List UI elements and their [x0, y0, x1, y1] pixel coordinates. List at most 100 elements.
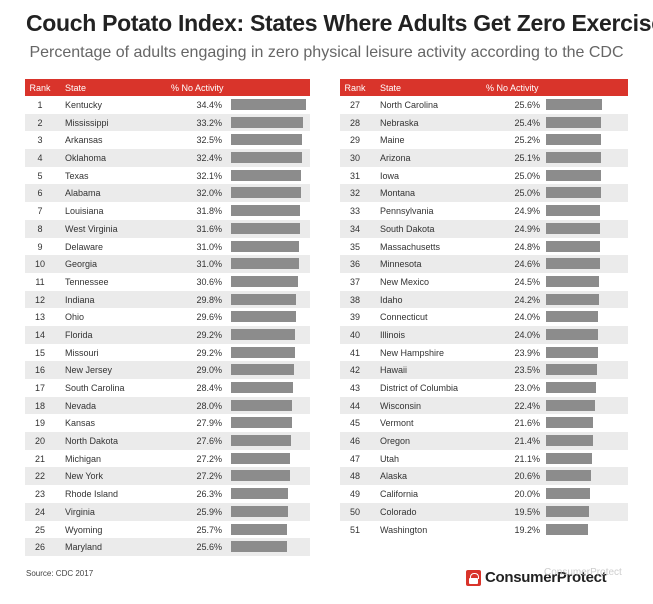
- row-rank: 29: [349, 135, 360, 146]
- table-row: 12 Indiana 29.8%: [25, 290, 310, 309]
- row-value: 33.2%: [196, 117, 222, 128]
- row-rank: 50: [349, 506, 360, 517]
- bar-mark: [546, 346, 599, 358]
- row-value: 26.3%: [196, 489, 222, 500]
- row-value: 27.6%: [196, 436, 222, 447]
- table-row: 15 Missouri 29.2%: [25, 344, 310, 362]
- row-value: 29.2%: [196, 347, 222, 358]
- table-row: 31 Iowa 25.0%: [340, 167, 628, 185]
- table-row: 41 New Hampshire 23.9%: [340, 344, 628, 362]
- row-rank: 14: [34, 329, 45, 340]
- row-rank: 30: [349, 153, 360, 164]
- table-row: 50 Colorado 19.5%: [340, 502, 628, 521]
- row-state: Connecticut: [380, 312, 428, 323]
- row-rank: 12: [34, 294, 45, 305]
- row-rank: 24: [34, 506, 45, 517]
- row-rank: 16: [34, 365, 45, 376]
- table-row: 25 Wyoming 25.7%: [25, 521, 310, 539]
- row-rank: 5: [37, 170, 43, 181]
- row-state: Colorado: [380, 506, 417, 517]
- row-state: Arkansas: [65, 135, 103, 146]
- row-rank: 28: [349, 117, 360, 128]
- logo-text: ConsumerProtect: [485, 569, 607, 586]
- bar-mark: [546, 505, 589, 517]
- row-state: Missouri: [65, 347, 99, 358]
- row-rank: 22: [34, 471, 45, 482]
- row-rank: 19: [34, 418, 45, 429]
- header-value: % No Activity: [171, 83, 224, 93]
- row-state: Georgia: [65, 259, 98, 270]
- row-value: 31.0%: [196, 259, 222, 270]
- table-row: 9 Delaware 31.0%: [25, 238, 310, 256]
- row-rank: 40: [349, 329, 360, 340]
- bar-mark: [546, 452, 592, 464]
- row-rank: 47: [349, 453, 360, 464]
- table-row: 23 Rhode Island 26.3%: [25, 485, 310, 503]
- row-state: Kansas: [65, 418, 96, 429]
- header-state: State: [65, 83, 87, 93]
- row-rank: 48: [349, 471, 360, 482]
- table-row: 20 North Dakota 27.6%: [25, 432, 310, 450]
- row-state: Massachusetts: [380, 241, 441, 252]
- row-value: 23.0%: [514, 383, 540, 393]
- row-state: North Dakota: [65, 436, 119, 447]
- row-state: Pennsylvania: [380, 206, 434, 217]
- row-value: 31.6%: [196, 223, 222, 234]
- row-value: 29.2%: [196, 329, 222, 340]
- row-value: 32.5%: [196, 135, 222, 146]
- bar-mark: [546, 240, 601, 252]
- row-state: Texas: [65, 170, 89, 181]
- row-state: Montana: [380, 188, 416, 199]
- row-value: 24.6%: [514, 259, 540, 270]
- row-value: 31.0%: [196, 241, 222, 252]
- bar-mark: [546, 417, 594, 429]
- bar-mark: [231, 488, 289, 500]
- row-state: Oklahoma: [65, 153, 107, 164]
- row-value: 25.4%: [514, 117, 540, 128]
- table-row: 19 Kansas 27.9%: [25, 414, 310, 432]
- table-row: 24 Virginia 25.9%: [25, 502, 310, 521]
- row-rank: 13: [34, 312, 45, 323]
- row-state: Utah: [380, 453, 400, 464]
- bar-mark: [546, 293, 599, 305]
- row-rank: 7: [37, 206, 43, 217]
- header-state: State: [380, 83, 402, 93]
- bar-mark: [546, 222, 601, 234]
- source-note: Source: CDC 2017: [26, 569, 94, 578]
- table-row: 44 Wisconsin 22.4%: [340, 396, 628, 415]
- row-value: 22.4%: [514, 400, 540, 411]
- row-rank: 39: [349, 312, 360, 323]
- row-value: 19.2%: [514, 524, 540, 535]
- row-rank: 32: [349, 188, 360, 199]
- row-value: 29.0%: [196, 365, 222, 376]
- row-rank: 8: [37, 223, 43, 234]
- row-state: Idaho: [380, 294, 403, 305]
- bar-mark: [231, 275, 298, 287]
- row-rank: 34: [349, 223, 360, 234]
- row-value: 32.4%: [196, 153, 222, 164]
- row-state: Kentucky: [65, 100, 103, 110]
- table-row: 7 Louisiana 31.8%: [25, 202, 310, 220]
- watermark: ConsumerProtect: [544, 567, 622, 578]
- bar-mark: [231, 187, 301, 199]
- table-row: 1 Kentucky 34.4%: [25, 96, 310, 114]
- table-row: 36 Minnesota 24.6%: [340, 255, 628, 273]
- row-state: California: [380, 489, 419, 500]
- row-value: 24.9%: [514, 223, 540, 234]
- row-state: Rhode Island: [65, 489, 119, 500]
- row-rank: 1: [37, 100, 43, 110]
- row-rank: 51: [349, 524, 360, 535]
- bar-mark: [231, 346, 295, 358]
- bar-mark: [231, 99, 306, 110]
- row-rank: 42: [349, 365, 360, 376]
- table-row: 5 Texas 32.1%: [25, 167, 310, 185]
- row-state: Nevada: [65, 400, 97, 411]
- row-value: 25.0%: [514, 188, 540, 199]
- row-rank: 25: [34, 524, 45, 535]
- row-value: 28.4%: [196, 383, 222, 393]
- row-value: 19.5%: [514, 506, 540, 517]
- bar-mark: [546, 99, 602, 110]
- header-rank: Rank: [29, 83, 51, 93]
- row-rank: 26: [34, 542, 45, 553]
- table-row: 10 Georgia 31.0%: [25, 255, 310, 273]
